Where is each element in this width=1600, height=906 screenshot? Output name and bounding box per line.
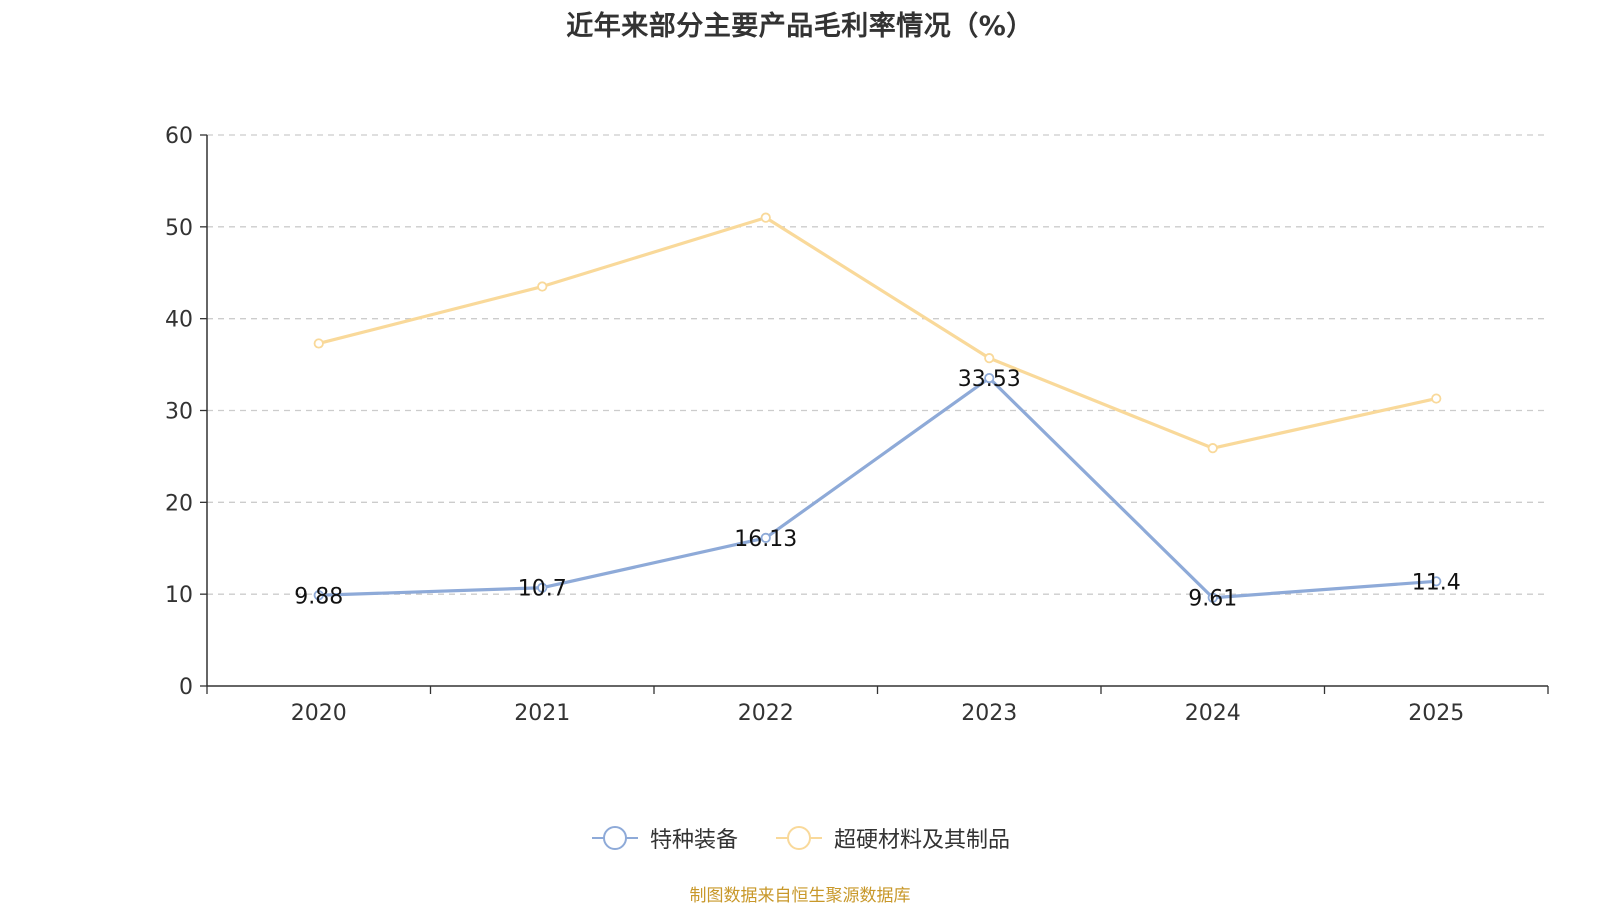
- legend: 特种装备 超硬材料及其制品: [0, 822, 1600, 854]
- series-1-point-2025: [1431, 393, 1442, 404]
- x-tick-label-2025: 2025: [1408, 701, 1464, 726]
- legend-label-special-equipment: 特种装备: [649, 828, 738, 853]
- series-1-point-2020: [313, 338, 324, 349]
- x-tick-label-2024: 2024: [1185, 701, 1241, 726]
- series-line-0: [317, 376, 1438, 600]
- series-0-point-2020: [313, 590, 324, 601]
- x-tick-label-2020: 2020: [291, 701, 347, 726]
- data-label-0-2025: 11.4: [1412, 570, 1461, 595]
- y-tick-label-10: 10: [165, 583, 193, 608]
- source-note: 制图数据来自恒生聚源数据库: [689, 886, 911, 906]
- label-layer: 9.88 10.7 16.13 33.53 9.61 11.4: [294, 367, 1460, 612]
- series-0-point-2023: [984, 372, 995, 384]
- series-0-point-2025: [1431, 576, 1442, 587]
- y-tick-label-50: 50: [165, 216, 193, 241]
- series-line-1: [317, 216, 1438, 450]
- data-label-0-2022: 16.13: [734, 527, 797, 552]
- y-tick-label-60: 60: [165, 124, 193, 149]
- x-tick-label-2022: 2022: [738, 701, 794, 726]
- legend-item-superhard-materials[interactable]: 超硬材料及其制品: [774, 822, 1010, 854]
- series-layer: [313, 212, 1442, 603]
- x-tick-label-2023: 2023: [961, 701, 1017, 726]
- series-0-point-2021: [537, 582, 548, 593]
- series-1-point-2023: [984, 353, 995, 364]
- series-0-point-2022: [760, 532, 771, 543]
- legend-marker-special-equipment: [591, 826, 638, 850]
- y-tick-label-20: 20: [165, 491, 193, 516]
- y-tick-label-40: 40: [165, 308, 193, 333]
- chart-title: 近年来部分主要产品毛利率情况（%）: [566, 11, 1034, 42]
- legend-item-special-equipment[interactable]: 特种装备: [590, 822, 738, 854]
- y-tick-label-30: 30: [165, 400, 193, 425]
- series-1-point-2021: [537, 281, 548, 292]
- series-0-point-2024: [1207, 592, 1218, 603]
- data-label-0-2024: 9.61: [1188, 587, 1237, 612]
- y-tick-label-0: 0: [179, 675, 193, 700]
- legend-label-superhard-materials: 超硬材料及其制品: [834, 828, 1011, 853]
- series-1-point-2022: [760, 212, 771, 223]
- x-tick-label-2021: 2021: [514, 701, 570, 726]
- data-label-0-2020: 9.88: [294, 584, 343, 609]
- axis-layer: 0 10 20 30 40 50 60 2020 2021 2022 2023 2024 2025: [165, 124, 1549, 726]
- grid-layer: [207, 134, 1548, 595]
- data-label-0-2023: 33.53: [958, 367, 1021, 392]
- series-1-point-2024: [1207, 443, 1218, 454]
- legend-marker-superhard-materials: [776, 826, 822, 850]
- data-label-0-2021: 10.7: [518, 577, 567, 602]
